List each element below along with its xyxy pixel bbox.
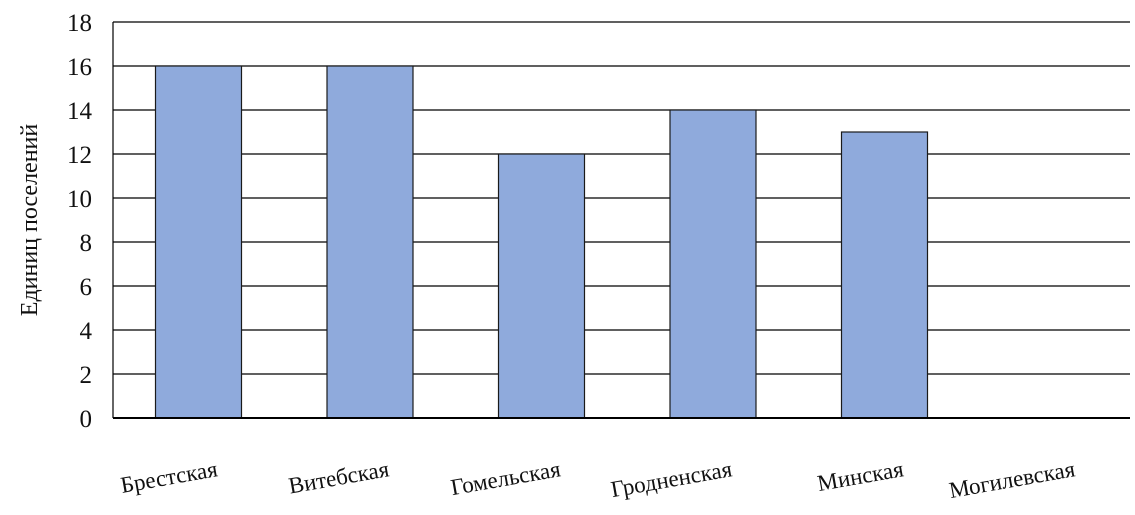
x-category-label: Витебская	[287, 456, 392, 498]
gridlines	[113, 21, 1130, 375]
y-tick-label: 14	[67, 98, 93, 125]
y-tick-labels: 0 2 4 6 8 10 12 14 16 18	[67, 10, 93, 433]
y-tick-label: 18	[67, 10, 92, 37]
y-tick-label: 0	[80, 406, 93, 433]
y-tick-label: 12	[67, 142, 92, 169]
y-tick-label: 4	[80, 318, 93, 345]
y-axis-title: Единиц поселений	[17, 124, 43, 317]
x-category-label: Гродненская	[609, 456, 734, 502]
x-category-label: Гомельская	[449, 456, 563, 500]
y-tick-label: 10	[67, 186, 92, 213]
bar	[497, 153, 586, 419]
x-category-label: Брестская	[119, 456, 220, 498]
bar	[669, 109, 757, 419]
x-category-labels: Брестская Витебская Гомельская Гродненская М…	[119, 456, 1078, 503]
y-tick-label: 16	[67, 54, 92, 81]
bar	[326, 65, 414, 419]
axes	[112, 22, 1130, 419]
x-category-label: Минская	[815, 456, 905, 496]
bar	[840, 131, 929, 419]
x-category-label: Могилевская	[947, 456, 1077, 503]
y-tick-label: 6	[80, 274, 93, 301]
bars	[154, 65, 929, 419]
y-tick-label: 8	[80, 230, 93, 257]
bar	[154, 65, 243, 419]
y-tick-label: 2	[80, 362, 93, 389]
